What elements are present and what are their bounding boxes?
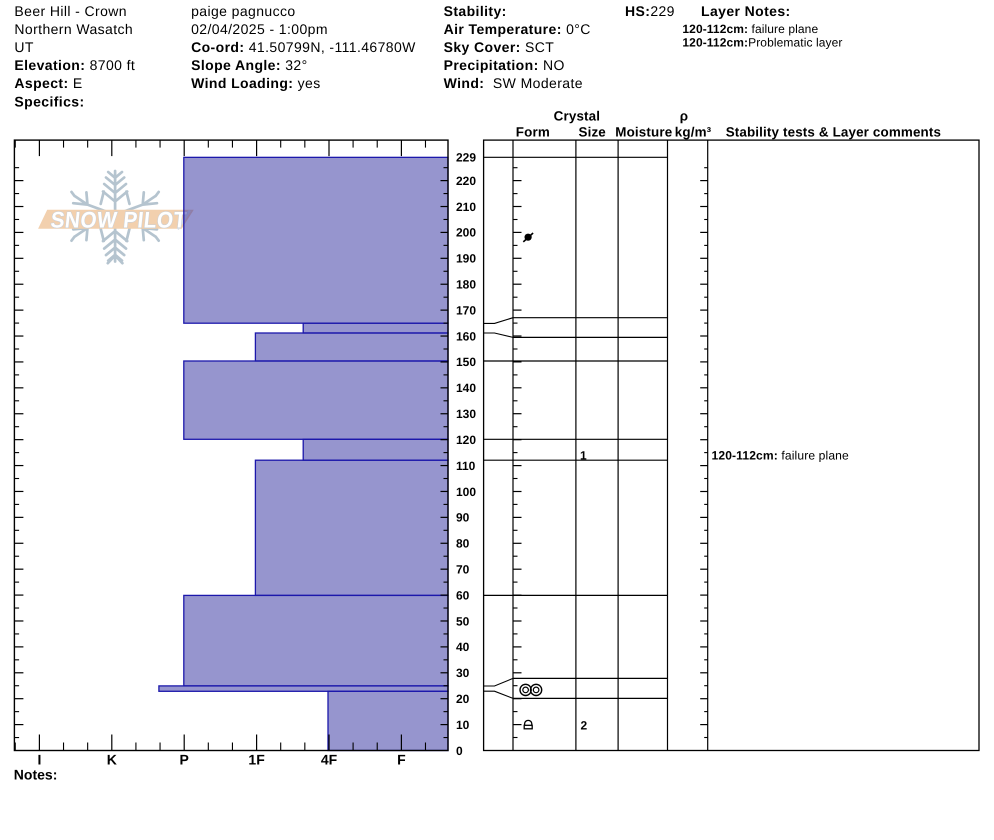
svg-text:F: F: [397, 752, 406, 768]
svg-text:190: 190: [456, 252, 476, 266]
svg-text:Wind: SW Moderate: Wind: SW Moderate: [444, 75, 583, 91]
svg-text:Beer Hill - Crown: Beer Hill - Crown: [14, 3, 127, 19]
svg-text:Moisture: Moisture: [615, 125, 672, 140]
svg-text:90: 90: [456, 511, 470, 525]
svg-text:kg/m³: kg/m³: [675, 125, 712, 140]
svg-text:30: 30: [456, 666, 470, 680]
svg-text:Precipitation: NO: Precipitation: NO: [444, 57, 565, 73]
svg-text:Sky Cover: SCT: Sky Cover: SCT: [444, 39, 555, 55]
svg-text:210: 210: [456, 200, 476, 214]
svg-text:paige pagnucco: paige pagnucco: [191, 3, 295, 19]
svg-text:Form: Form: [516, 125, 550, 140]
svg-text:02/04/2025 - 1:00pm: 02/04/2025 - 1:00pm: [191, 21, 328, 37]
svg-text:10: 10: [456, 718, 470, 732]
svg-text:Elevation: 8700 ft: Elevation: 8700 ft: [14, 57, 135, 73]
svg-text:HS:229: HS:229: [625, 3, 675, 19]
svg-text:140: 140: [456, 381, 476, 395]
svg-text:P: P: [180, 752, 189, 768]
svg-text:Wind Loading: yes: Wind Loading: yes: [191, 75, 321, 91]
svg-text:Size: Size: [579, 125, 606, 140]
svg-text:Specifics:: Specifics:: [14, 93, 84, 109]
svg-text:80: 80: [456, 537, 470, 551]
svg-text:Aspect: E: Aspect: E: [14, 75, 82, 91]
svg-text:Crystal: Crystal: [554, 109, 600, 124]
svg-text:I: I: [37, 752, 41, 768]
svg-text:170: 170: [456, 303, 476, 317]
svg-text:180: 180: [456, 278, 476, 292]
svg-text:50: 50: [456, 614, 470, 628]
svg-text:4F: 4F: [321, 752, 338, 768]
svg-text:1F: 1F: [248, 752, 265, 768]
svg-text:1: 1: [580, 449, 587, 463]
svg-text:Layer Notes:: Layer Notes:: [701, 3, 791, 19]
svg-text:SNOW PILOT: SNOW PILOT: [49, 207, 188, 232]
svg-text:K: K: [107, 752, 117, 768]
svg-text:0: 0: [456, 744, 463, 758]
svg-text:120-112cm: failure plane: 120-112cm: failure plane: [712, 449, 850, 463]
svg-text:Notes:: Notes:: [14, 767, 58, 783]
svg-text:220: 220: [456, 174, 476, 188]
svg-text:Northern Wasatch: Northern Wasatch: [14, 21, 133, 37]
svg-text:Co-ord: 41.50799N, -111.46780W: Co-ord: 41.50799N, -111.46780W: [191, 39, 416, 55]
svg-text:110: 110: [456, 459, 476, 473]
svg-text:20: 20: [456, 692, 470, 706]
svg-text:200: 200: [456, 226, 476, 240]
svg-text:100: 100: [456, 485, 476, 499]
svg-text:ρ: ρ: [680, 109, 688, 124]
svg-text:120: 120: [456, 433, 476, 447]
svg-text:UT: UT: [14, 39, 34, 55]
svg-text:120-112cm: failure plane: 120-112cm: failure plane: [682, 22, 818, 36]
svg-text:Air Temperature: 0°C: Air Temperature: 0°C: [444, 21, 591, 37]
svg-text:130: 130: [456, 407, 476, 421]
svg-text:Stability tests & Layer commen: Stability tests & Layer comments: [726, 125, 941, 140]
svg-text:60: 60: [456, 588, 470, 602]
svg-text:120-112cm:Problematic layer: 120-112cm:Problematic layer: [682, 36, 842, 50]
svg-text:Slope Angle: 32°: Slope Angle: 32°: [191, 57, 308, 73]
svg-text:2: 2: [581, 719, 588, 733]
svg-text:160: 160: [456, 329, 476, 343]
svg-text:40: 40: [456, 640, 470, 654]
svg-text:Stability:: Stability:: [444, 3, 507, 19]
svg-text:229: 229: [456, 151, 476, 165]
svg-text:150: 150: [456, 355, 476, 369]
svg-text:70: 70: [456, 563, 470, 577]
